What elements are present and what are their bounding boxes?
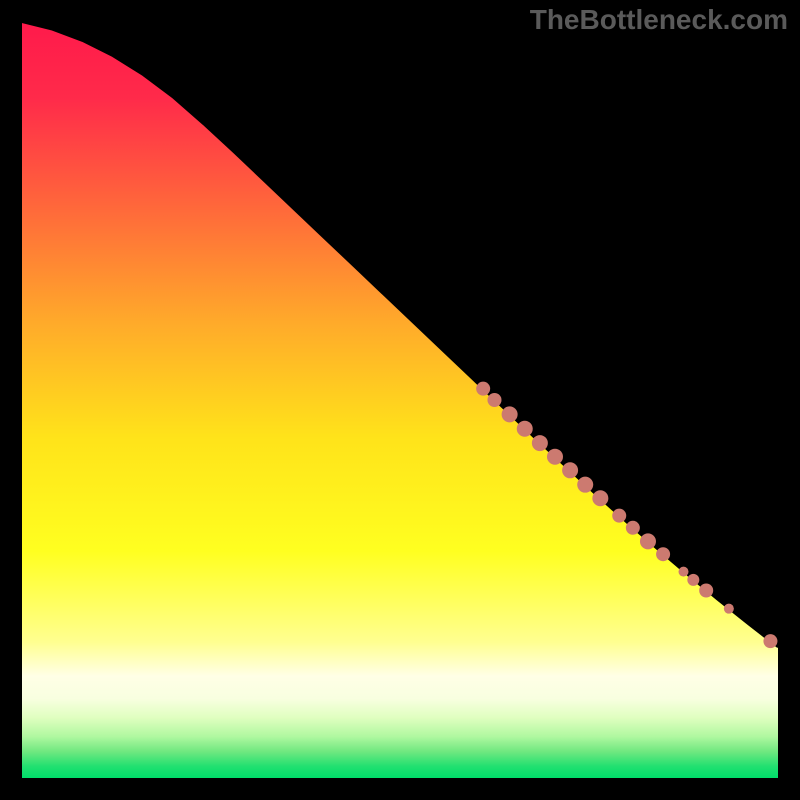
data-marker (656, 547, 670, 561)
data-marker (763, 634, 777, 648)
data-marker (476, 382, 490, 396)
data-marker (699, 584, 713, 598)
bottleneck-chart: TheBottleneck.com (0, 0, 800, 800)
data-marker (640, 533, 656, 549)
data-marker (547, 449, 563, 465)
data-marker (724, 604, 734, 614)
data-marker (577, 477, 593, 493)
data-marker (532, 435, 548, 451)
data-marker (687, 574, 699, 586)
data-marker (592, 490, 608, 506)
data-marker (517, 421, 533, 437)
data-marker (679, 567, 689, 577)
data-marker (562, 462, 578, 478)
data-marker (488, 393, 502, 407)
data-marker (502, 406, 518, 422)
watermark-text: TheBottleneck.com (530, 4, 788, 36)
chart-svg (0, 0, 800, 800)
data-marker (626, 521, 640, 535)
data-marker (612, 509, 626, 523)
